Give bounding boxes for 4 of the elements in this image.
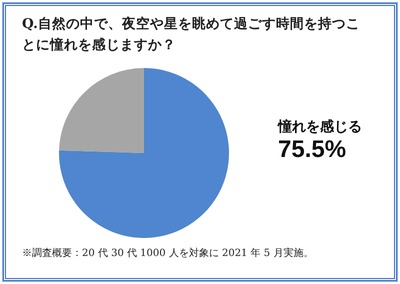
chart-title: Q.自然の中で、夜空や星を眺めて過ごす時間を持つことに憧れを感じますか？	[22, 15, 361, 55]
data-label: 75.5%	[278, 136, 348, 164]
text: ※調査概要：20 代 30 代 1000 人を対象に 2021 年 5 月実施。	[22, 246, 314, 260]
slice-label: 憧れを感じる	[278, 118, 362, 136]
